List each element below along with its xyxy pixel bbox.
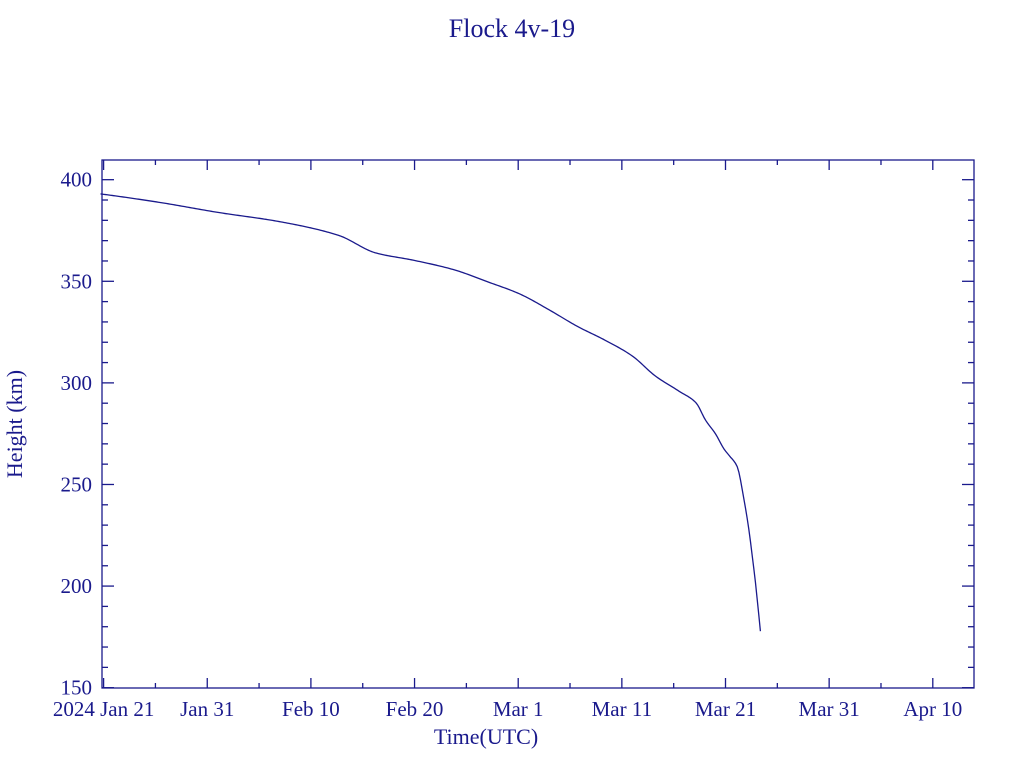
svg-text:Mar 21: Mar 21 bbox=[695, 697, 756, 721]
svg-text:Feb 20: Feb 20 bbox=[386, 697, 444, 721]
svg-text:Mar 11: Mar 11 bbox=[592, 697, 652, 721]
svg-text:350: 350 bbox=[61, 269, 93, 293]
svg-text:200: 200 bbox=[61, 574, 93, 598]
svg-text:Feb 10: Feb 10 bbox=[282, 697, 340, 721]
svg-text:Flock 4v-19: Flock 4v-19 bbox=[449, 14, 575, 43]
svg-text:400: 400 bbox=[61, 168, 93, 192]
svg-text:Jan 31: Jan 31 bbox=[180, 697, 234, 721]
svg-text:Apr 10: Apr 10 bbox=[903, 697, 962, 721]
svg-text:Mar 31: Mar 31 bbox=[799, 697, 860, 721]
svg-text:250: 250 bbox=[61, 472, 93, 496]
svg-text:Height (km): Height (km) bbox=[2, 370, 27, 478]
svg-text:Time(UTC): Time(UTC) bbox=[434, 724, 538, 749]
svg-text:2024 Jan 21: 2024 Jan 21 bbox=[53, 697, 155, 721]
svg-text:300: 300 bbox=[61, 371, 93, 395]
svg-text:Mar 1: Mar 1 bbox=[493, 697, 544, 721]
